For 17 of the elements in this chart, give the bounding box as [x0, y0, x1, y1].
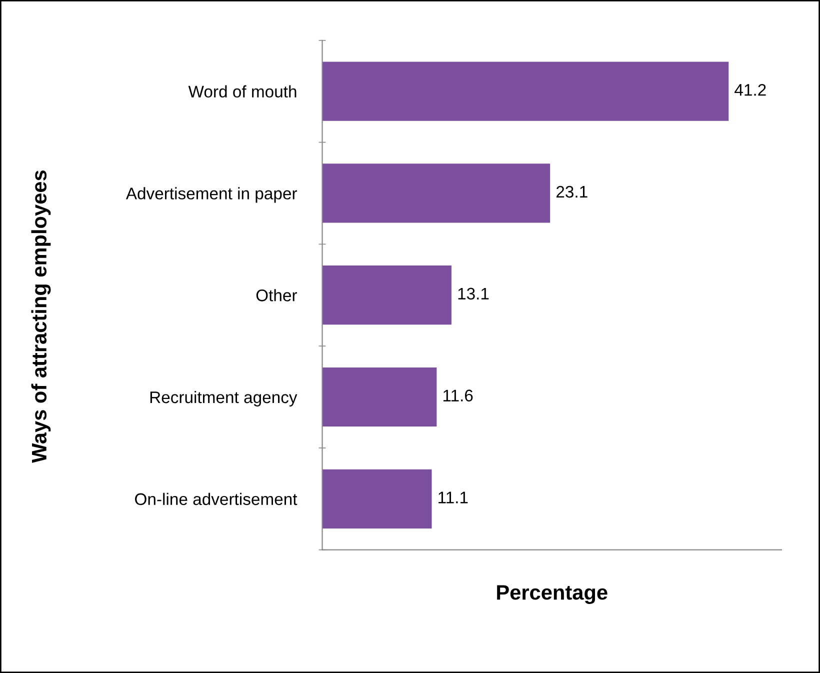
- y-tick-label: Recruitment agency: [150, 390, 298, 406]
- bar: [322, 469, 432, 528]
- bar: [322, 164, 550, 223]
- data-label: 23.1: [556, 186, 588, 198]
- y-tick-label: Advertisement in paper: [126, 187, 297, 203]
- data-label: 41.2: [734, 84, 766, 96]
- y-tick-label: Other: [256, 289, 297, 302]
- data-label: 11.6: [444, 390, 473, 402]
- data-label: 13.1: [458, 288, 489, 300]
- x-axis-title: Percentage: [497, 585, 608, 604]
- bar: [322, 62, 729, 121]
- bar: [322, 266, 452, 325]
- y-tick-label: Word of mouth: [188, 85, 296, 98]
- bar: [322, 367, 437, 427]
- y-axis-title: Ways of attracting employees: [31, 170, 51, 463]
- y-tick-label: On-line advertisement: [135, 492, 298, 506]
- data-label: 11.1: [438, 492, 468, 504]
